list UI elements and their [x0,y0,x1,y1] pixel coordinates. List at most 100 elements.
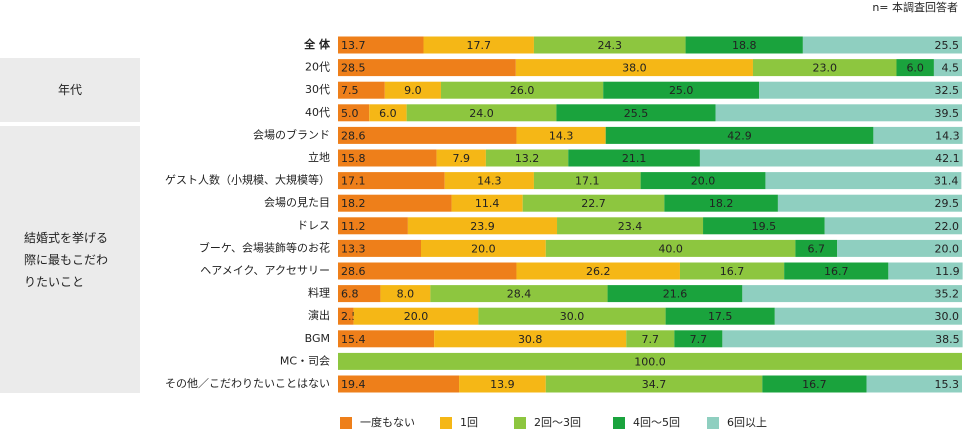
category-label: 演出 [308,308,330,322]
value-label: 42.9 [727,129,752,142]
bar-segment [423,36,534,54]
value-label: 13.9 [490,378,515,391]
bar-segment [338,307,354,325]
bar-segment [824,217,962,235]
bar-segment [752,59,897,77]
bar-segment [338,330,435,348]
bar-segment [545,375,763,393]
bar-segment [784,262,889,280]
value-label: 20.0 [471,242,496,255]
value-label: 13.7 [341,39,366,52]
bar-segment [451,194,523,212]
value-label: 11.2 [341,220,366,233]
value-label: 25.5 [624,107,649,120]
value-label: 29.5 [935,197,960,210]
value-label: 31.4 [934,175,959,188]
value-label: 20.0 [404,310,429,323]
bar-segment [703,217,825,235]
bar-segment [777,194,962,212]
group-label: 年代 [0,58,140,123]
bar-segment [795,239,838,257]
bar-segment [338,239,421,257]
bar-segment [603,81,760,99]
bar-segment [338,194,452,212]
value-label: 11.9 [935,265,960,278]
value-label: 32.5 [935,84,960,97]
bar-segment [338,59,516,77]
bar-segment [338,285,381,303]
bar-segment [762,375,867,393]
bar-segment [516,262,680,280]
legend-label: 一度もない [360,415,415,429]
bar-segment [765,172,962,190]
bar-segment [338,149,437,167]
bar-segment [685,36,803,54]
value-label: 8.0 [397,288,415,301]
group-text: 年代 [57,83,82,98]
bar-segment [715,104,962,122]
category-label: ブーケ、会場装飾等のお花 [199,240,330,254]
value-label: 23.0 [812,62,837,75]
group-text: 結婚式を挙げる際に最もこだわりたいこと [24,230,109,289]
value-label: 6.0 [379,107,397,120]
value-label: 16.7 [824,265,849,278]
bar-segment [626,330,675,348]
legend-swatch [613,417,625,429]
bar-segment [384,81,441,99]
bar-segment [664,194,778,212]
bar-segment [369,104,407,122]
bar-segment [338,126,517,144]
value-label: 28.5 [341,62,366,75]
bar-segment [888,262,963,280]
bar-segment [742,285,962,303]
value-label: 30.0 [935,310,960,323]
bar-segment [459,375,546,393]
value-label: 30.8 [518,333,543,346]
bar-segment [380,285,431,303]
category-label: ヘアメイク、アクセサリー [200,264,330,277]
value-label: 30.0 [560,310,585,323]
category-label: 立地 [308,150,330,164]
bar-segment [545,239,796,257]
legend-label: 1回 [460,416,478,429]
value-label: 23.9 [470,220,495,233]
value-label: 26.0 [510,84,535,97]
category-label: ドレス [297,219,330,232]
value-label: 18.2 [709,197,734,210]
bar-segment [440,81,604,99]
value-label: 14.3 [477,175,502,188]
value-label: 18.2 [341,197,366,210]
value-label: 11.4 [475,197,500,210]
value-label: 35.2 [935,288,960,301]
value-label: 28.6 [341,265,366,278]
value-label: 13.3 [341,242,366,255]
bar-segment [866,375,962,393]
value-label: 13.2 [515,152,540,165]
bar-segment [338,217,408,235]
bar-segment [338,172,445,190]
note: n= 本調査回答者 [872,0,958,14]
value-label: 38.0 [622,62,647,75]
value-label: 7.7 [690,333,708,346]
category-label: 全 体 [303,37,331,51]
legend-swatch [707,417,719,429]
bar-segment [556,104,716,122]
bar-segment [430,285,608,303]
bar-segment [533,172,641,190]
bar-segment [896,59,934,77]
value-label: 39.5 [935,107,960,120]
value-label: 14.3 [549,129,574,142]
group-label: 結婚式を挙げる際に最もこだわりたいこと [0,126,140,394]
bar-segment [722,330,963,348]
bar-segment [665,307,775,325]
bar-segment [533,36,686,54]
value-label: 5.0 [341,107,359,120]
bar-segment [338,81,385,99]
value-label: 21.1 [622,152,647,165]
value-label: 19.5 [752,220,777,233]
bar-segment [434,330,627,348]
value-label: 16.7 [802,378,827,391]
value-label: 28.6 [341,129,366,142]
